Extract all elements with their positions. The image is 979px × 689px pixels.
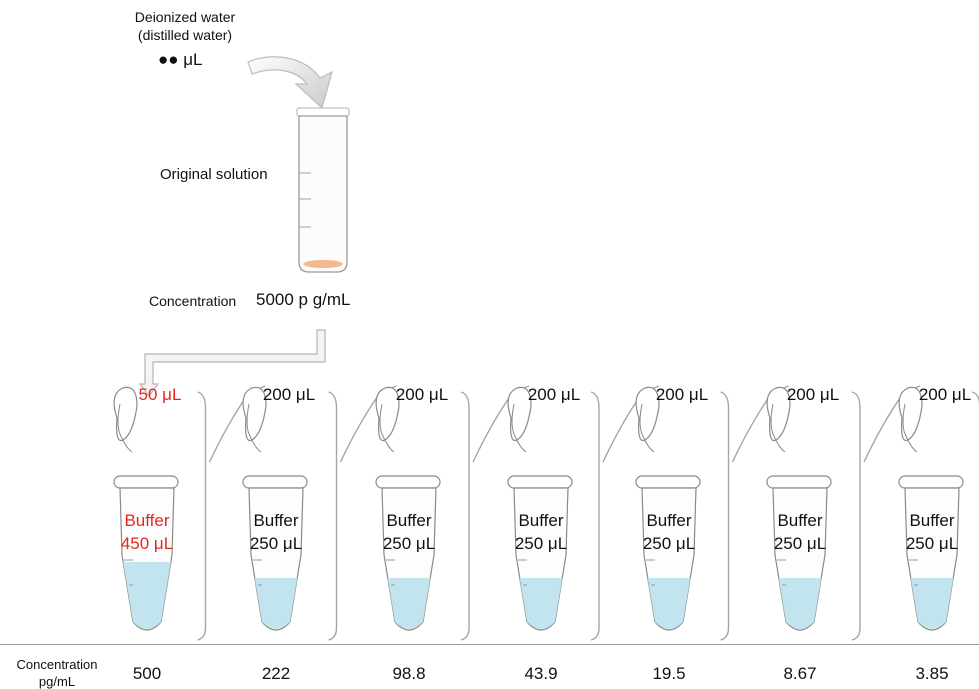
transfer-volume-label: 200 μL [395, 385, 449, 404]
tube-rim [898, 475, 964, 489]
tube-liquid [123, 562, 171, 629]
tube-lid [242, 386, 267, 442]
buffer-label: Buffer [646, 511, 692, 530]
water-label-line2: (distilled water) [137, 27, 233, 43]
buffer-volume-label: 250 μL [514, 534, 568, 553]
source-concentration-value: 5000 p g/mL [256, 290, 351, 309]
tube-hinge [117, 403, 133, 453]
concentration-value: 8.67 [783, 664, 817, 683]
tube-rim [113, 475, 179, 489]
buffer-label: Buffer [253, 511, 299, 530]
original-solution-label: Original solution [160, 166, 268, 183]
buffer-volume-label: 250 μL [773, 534, 827, 553]
tube-hinge [770, 403, 786, 453]
tube-hinge [511, 403, 527, 453]
concentration-value: 500 [132, 664, 162, 683]
transfer-bracket [971, 391, 979, 404]
transfer-volume-label: 200 μL [655, 385, 709, 404]
buffer-label: Buffer [909, 511, 955, 530]
tube-liquid [387, 578, 431, 629]
transfer-bracket [460, 391, 470, 641]
source-concentration-label: Concentration [149, 293, 237, 309]
buffer-volume-label: 250 μL [382, 534, 436, 553]
transfer-volume-label: 200 μL [527, 385, 581, 404]
tube-liquid [254, 578, 298, 629]
tube-hinge [639, 403, 655, 453]
tube-hinge [246, 403, 262, 453]
buffer-label: Buffer [386, 511, 432, 530]
transfer-bracket [197, 391, 207, 641]
tube-rim [766, 475, 832, 489]
concentration-value: 43.9 [524, 664, 558, 683]
tube-liquid [519, 578, 563, 629]
footer-divider [0, 644, 979, 645]
tube-rim [242, 475, 308, 489]
transfer-bracket [851, 391, 861, 641]
tube-lid [375, 386, 400, 442]
tube-rim [375, 475, 441, 489]
buffer-volume-label: 250 μL [905, 534, 959, 553]
footer-row-label-line2: pg/mL [38, 674, 76, 689]
tube-rim [635, 475, 701, 489]
tube-hinge [902, 403, 918, 453]
buffer-label: Buffer [777, 511, 823, 530]
buffer-label: Buffer [518, 511, 564, 530]
buffer-volume-label: 250 μL [249, 534, 303, 553]
transfer-bracket [328, 391, 338, 641]
concentration-value: 222 [261, 664, 291, 683]
transfer-bracket [590, 391, 600, 641]
tube-lid [898, 386, 923, 442]
concentration-value: 19.5 [652, 664, 686, 683]
tube-lid [635, 386, 660, 442]
tube-lid [766, 386, 791, 442]
tube-liquid [910, 578, 954, 629]
transfer-bracket [720, 391, 730, 641]
concentration-value: 98.8 [392, 664, 426, 683]
buffer-volume-label: 450 μL [120, 534, 174, 553]
tube-liquid [647, 578, 691, 629]
transfer-volume-label: 200 μL [262, 385, 316, 404]
tube-liquid [778, 578, 822, 629]
buffer-volume-label: 250 μL [642, 534, 696, 553]
footer-row-label-line1: Concentration [16, 657, 98, 672]
concentration-value: 3.85 [915, 664, 949, 683]
tube-hinge [379, 403, 395, 453]
transfer-volume-label: 50 μL [138, 385, 182, 404]
water-amount: ●● μL [158, 50, 203, 69]
tube-lid [507, 386, 532, 442]
buffer-label: Buffer [124, 511, 170, 530]
tube-rim [507, 475, 573, 489]
transfer-volume-label: 200 μL [786, 385, 840, 404]
transfer-volume-label: 200 μL [918, 385, 972, 404]
water-label-line1: Deionized water [134, 9, 236, 25]
tube-lid [113, 386, 138, 442]
